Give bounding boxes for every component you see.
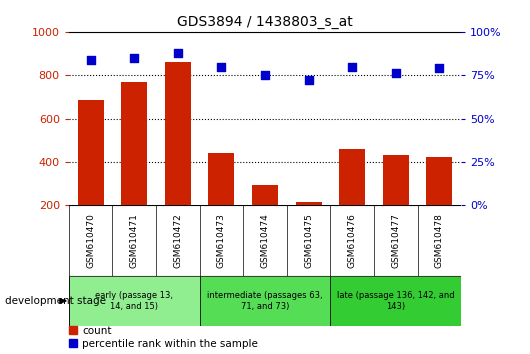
Point (392, 71, 400, 76)
Bar (200, 276, 330, 326)
Text: GSM610477: GSM610477 (391, 213, 400, 268)
Bar (252, 185, 278, 249)
Point (435, 65, 444, 71)
Bar (426, 156, 453, 249)
Bar (77, 100, 104, 249)
Bar (69, 276, 200, 326)
Title: GDS3894 / 1438803_s_at: GDS3894 / 1438803_s_at (177, 16, 353, 29)
Bar (121, 82, 147, 249)
Text: GSM610472: GSM610472 (173, 213, 182, 268)
Point (86, 57, 95, 62)
Bar (165, 62, 191, 249)
Bar (208, 153, 234, 249)
Point (217, 64, 226, 69)
Bar (296, 202, 322, 249)
Text: late (passage 136, 142, and
143): late (passage 136, 142, and 143) (337, 291, 455, 310)
Bar (330, 276, 461, 326)
Text: development stage: development stage (5, 296, 107, 306)
Point (174, 50, 182, 56)
Text: GSM610474: GSM610474 (261, 213, 269, 268)
Text: early (passage 13,
14, and 15): early (passage 13, 14, and 15) (95, 291, 173, 310)
Text: GSM610470: GSM610470 (86, 213, 95, 268)
Text: GSM610478: GSM610478 (435, 213, 444, 268)
Text: GSM610473: GSM610473 (217, 213, 226, 268)
Text: GSM610476: GSM610476 (348, 213, 357, 268)
Point (130, 55, 138, 61)
Text: intermediate (passages 63,
71, and 73): intermediate (passages 63, 71, and 73) (207, 291, 323, 310)
Legend: count, percentile rank within the sample: count, percentile rank within the sample (69, 326, 258, 349)
Point (261, 73, 269, 78)
Bar (383, 155, 409, 249)
Text: GSM610471: GSM610471 (130, 213, 139, 268)
Text: GSM610475: GSM610475 (304, 213, 313, 268)
Point (348, 64, 356, 69)
Point (304, 78, 313, 83)
Bar (339, 149, 365, 249)
